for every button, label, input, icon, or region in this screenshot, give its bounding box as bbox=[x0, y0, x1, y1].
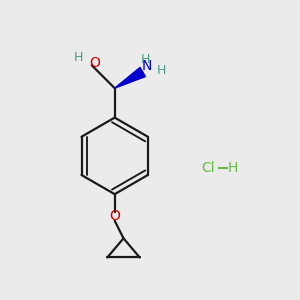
Text: H: H bbox=[157, 64, 166, 77]
Text: H: H bbox=[228, 161, 238, 175]
Text: Cl: Cl bbox=[202, 161, 215, 175]
Text: O: O bbox=[109, 209, 120, 223]
Text: H: H bbox=[74, 51, 83, 64]
Text: N: N bbox=[141, 59, 152, 73]
Polygon shape bbox=[115, 68, 146, 88]
Text: H: H bbox=[140, 53, 150, 66]
Text: O: O bbox=[89, 56, 100, 70]
